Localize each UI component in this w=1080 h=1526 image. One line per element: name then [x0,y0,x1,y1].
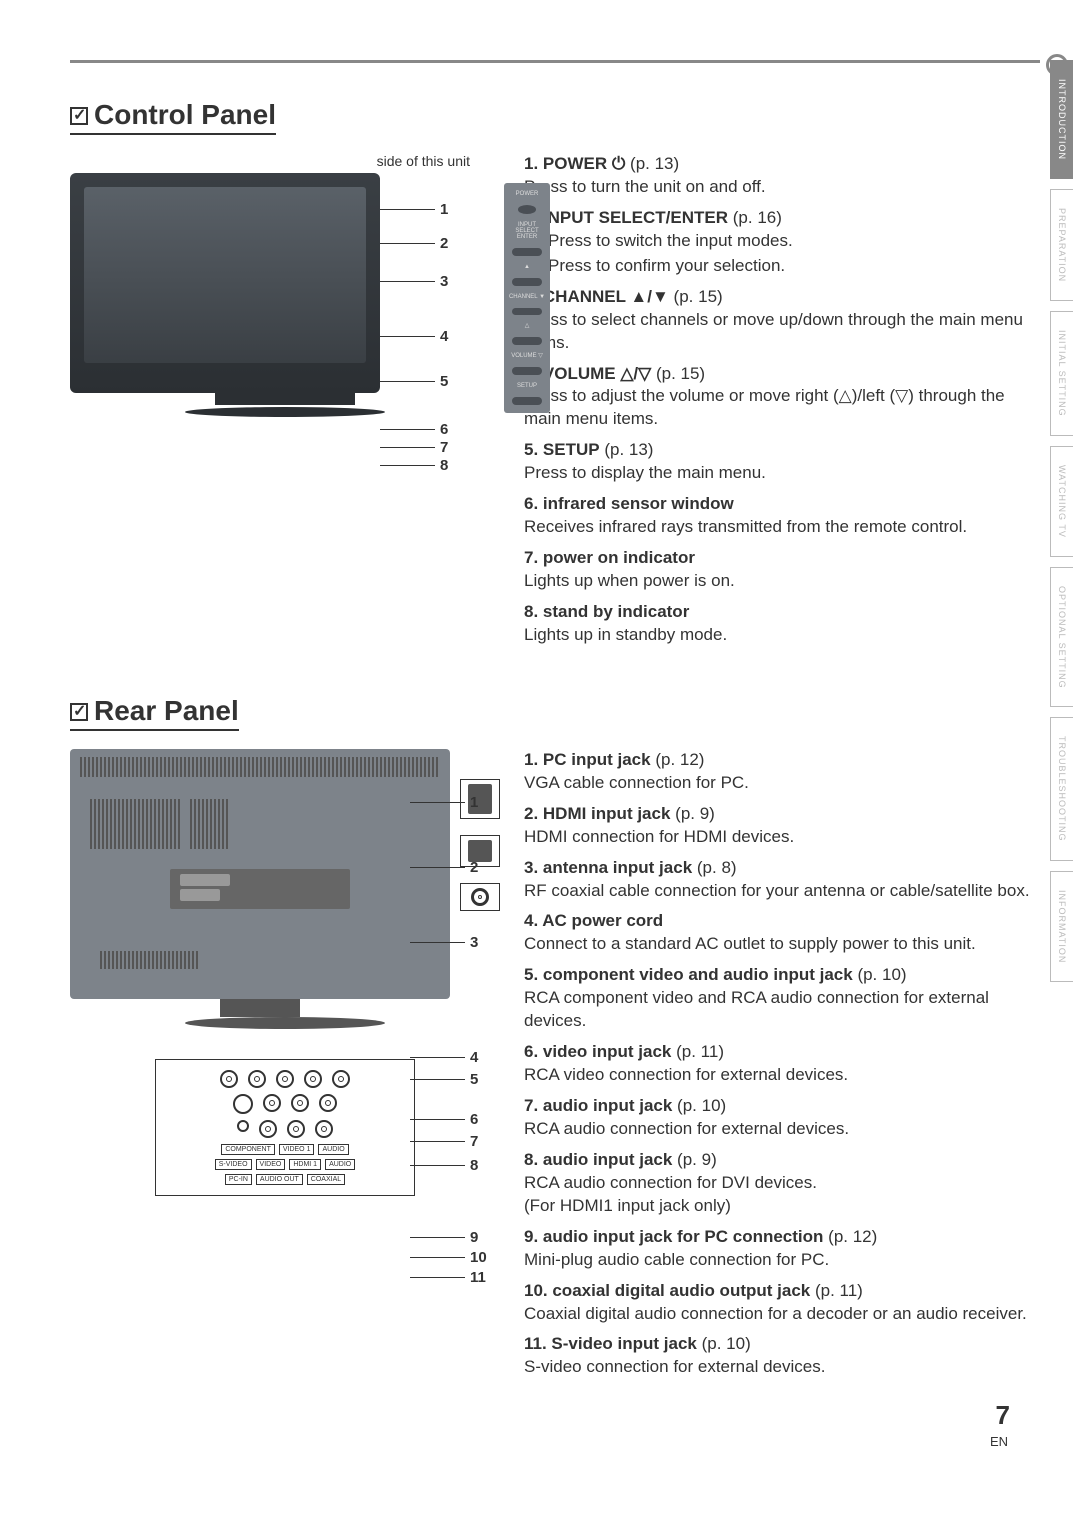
diagram-caption: side of this unit [70,153,500,169]
list-item: 7. audio input jack (p. 10)RCA audio con… [524,1095,1040,1141]
page-lang: EN [990,1434,1008,1449]
tv-front [70,173,380,393]
callout-number: 6 [440,421,448,438]
tab-introduction[interactable]: INTRODUCTION [1050,60,1073,179]
tab-optional-setting[interactable]: OPTIONAL SETTING [1050,567,1073,708]
callout-number: 4 [470,1049,478,1066]
callout-number: 11 [470,1269,486,1286]
pc-port-icon [460,779,500,819]
rca-icon [287,1120,305,1138]
rear-item-list: 1. PC input jack (p. 12)VGA cable connec… [524,749,1040,1388]
side-tabs: INTRODUCTION PREPARATION INITIAL SETTING WA… [1050,60,1080,992]
tab-information[interactable]: INFORMATION [1050,871,1073,982]
callout-number: 2 [440,235,448,252]
list-item: 8. audio input jack (p. 9)RCA audio conn… [524,1149,1040,1218]
callout-number: 9 [470,1229,478,1246]
callout-number: 5 [440,373,448,390]
control-title-text: Control Panel [94,99,276,130]
callout-number: 2 [470,859,478,876]
callout-number: 1 [470,794,478,811]
callout-number: 4 [440,328,448,345]
checkbox-icon [70,703,88,721]
callout-number: 6 [470,1111,478,1128]
tab-initial-setting[interactable]: INITIAL SETTING [1050,311,1073,436]
list-item: 11. S-video input jack (p. 10)S-video co… [524,1333,1040,1379]
page-number: 7 [996,1400,1010,1431]
list-item: 3. antenna input jack (p. 8)RF coaxial c… [524,857,1040,903]
list-item: 2. INPUT SELECT/ENTER (p. 16)Press to sw… [524,207,1040,278]
callout-number: 8 [470,1157,478,1174]
control-panel-heading: Control Panel [70,99,276,135]
rca-icon [276,1070,294,1088]
list-item: 5. component video and audio input jack … [524,964,1040,1033]
tab-watching-tv[interactable]: WATCHING TV [1050,446,1073,557]
connector-panel: COMPONENT VIDEO 1 AUDIO S-VIDEO VIDEO HD… [155,1059,415,1196]
rear-title-text: Rear Panel [94,695,239,726]
control-diagram: side of this unit POWER INPUTSELECTENTER… [70,153,500,655]
rca-icon [259,1120,277,1138]
list-item: 6. video input jack (p. 11)RCA video con… [524,1041,1040,1087]
list-item: 8. stand by indicator Lights up in stand… [524,601,1040,647]
callout-number: 8 [440,457,448,474]
callout-number: 7 [440,439,448,456]
list-item: 3. CHANNEL ▲/▼ (p. 15)Press to select ch… [524,286,1040,355]
control-item-list: 1. POWER ⏻ (p. 13)Press to turn the unit… [524,153,1040,655]
antenna-port-icon [460,883,500,911]
rca-icon [304,1070,322,1088]
miniplug-icon [237,1120,249,1132]
callout-number: 10 [470,1249,487,1266]
list-item: 2. HDMI input jack (p. 9)HDMI connection… [524,803,1040,849]
list-item: 4. VOLUME △/▽ (p. 15)Press to adjust the… [524,363,1040,432]
rca-icon [248,1070,266,1088]
callout-number: 7 [470,1133,478,1150]
rear-diagram: COMPONENT VIDEO 1 AUDIO S-VIDEO VIDEO HD… [70,749,500,1388]
rear-panel-heading: Rear Panel [70,695,239,731]
rca-icon [220,1070,238,1088]
list-item: 10. coaxial digital audio output jack (p… [524,1280,1040,1326]
callout-number: 1 [440,201,448,218]
list-item: 9. audio input jack for PC connection (p… [524,1226,1040,1272]
checkbox-icon [70,107,88,125]
header-rule [70,60,1040,63]
callout-number: 3 [470,934,478,951]
list-item: 1. PC input jack (p. 12)VGA cable connec… [524,749,1040,795]
rca-icon [291,1094,309,1112]
list-item: 6. infrared sensor window Receives infra… [524,493,1040,539]
rca-icon [315,1120,333,1138]
svideo-icon [233,1094,253,1114]
rca-icon [332,1070,350,1088]
side-button-panel: POWER INPUTSELECTENTER ▲ CHANNEL ▼ △ VOL… [504,183,550,413]
tab-troubleshooting[interactable]: TROUBLESHOOTING [1050,717,1073,861]
callout-number: 3 [440,273,448,290]
rca-icon [319,1094,337,1112]
callout-number: 5 [470,1071,478,1088]
list-item: 5. SETUP (p. 13)Press to display the mai… [524,439,1040,485]
tv-rear [70,749,450,999]
list-item: 4. AC power cord Connect to a standard A… [524,910,1040,956]
list-item: 1. POWER ⏻ (p. 13)Press to turn the unit… [524,153,1040,199]
list-item: 7. power on indicator Lights up when pow… [524,547,1040,593]
hdmi-port-icon [460,835,500,867]
rca-icon [263,1094,281,1112]
tab-preparation[interactable]: PREPARATION [1050,189,1073,301]
